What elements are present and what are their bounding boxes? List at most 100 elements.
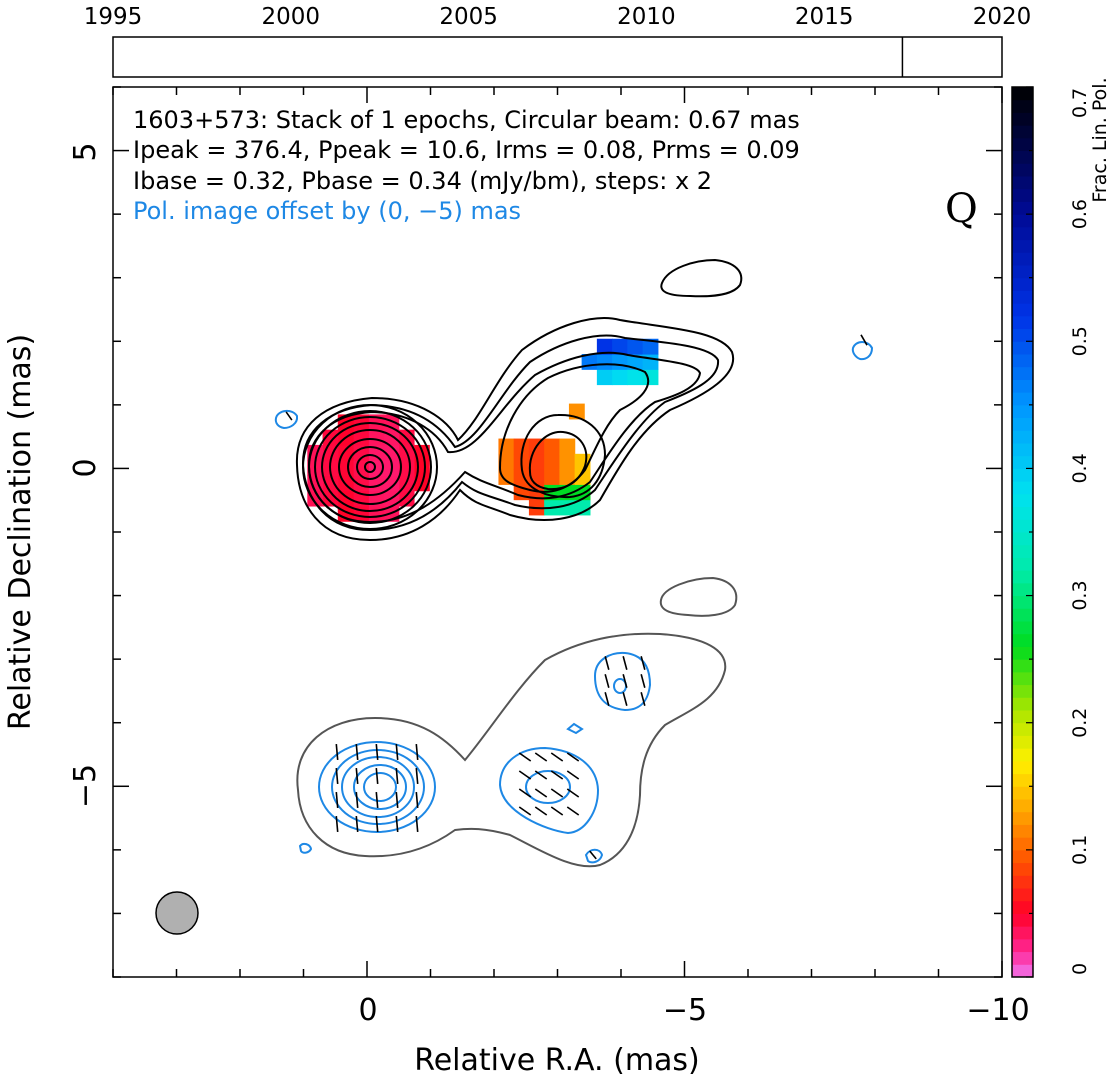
frac-pol-pixel	[544, 438, 561, 455]
evpa-tick	[415, 767, 419, 785]
frac-pol-pixel	[559, 499, 576, 516]
colorbar-cell	[1012, 87, 1033, 101]
frac-pol-pixel	[383, 444, 400, 461]
colorbar-cell	[1012, 493, 1033, 508]
timeline-year-2000: 2000	[262, 4, 321, 30]
pol-contour-spot-3	[298, 842, 313, 854]
colorbar-cell	[1012, 506, 1033, 520]
evpa-tick	[375, 767, 379, 785]
evpa-tick	[355, 767, 359, 785]
colorbar-cell	[1012, 252, 1033, 266]
frac-pol-pixel	[596, 354, 613, 370]
evpa-tick	[604, 656, 610, 670]
frac-pol-pixel	[544, 453, 561, 470]
frac-pol-pixel	[559, 438, 576, 455]
frac-pol-pixel	[612, 338, 628, 355]
contour-core-9	[364, 461, 376, 473]
colorbar-cell	[1012, 913, 1033, 927]
pol-contour-outer	[593, 651, 652, 712]
info-line-2: Ipeak = 376.4, Ppeak = 10.6, Irms = 0.08…	[133, 136, 800, 164]
colorbar-cell	[1012, 532, 1033, 546]
contour-envelope-2	[301, 334, 720, 532]
colorbar-cell	[1012, 519, 1033, 533]
evpa-tick	[518, 752, 532, 762]
colorbar-cell	[1012, 799, 1033, 813]
colorbar-cell	[1012, 455, 1033, 469]
colorbar-cell	[1012, 430, 1033, 444]
contour-jet-2	[520, 413, 607, 499]
evpa-tick	[335, 791, 339, 809]
frac-pol-pixel	[513, 438, 530, 455]
colorbar-gradient	[1012, 87, 1033, 978]
colorbar-cell	[1012, 608, 1033, 622]
colorbar-cell	[1012, 341, 1033, 355]
evpa-tick	[415, 815, 419, 833]
pol-contour-spot-5	[584, 848, 604, 864]
colorbar-cell	[1012, 735, 1033, 749]
colorbar-cell	[1012, 265, 1033, 279]
colorbar-cell	[1012, 697, 1033, 711]
evpa-tick	[395, 791, 399, 809]
timeline-year-2020: 2020	[973, 4, 1032, 30]
x-tick-label-0: 0	[358, 993, 377, 1028]
evpa-tick	[395, 743, 399, 761]
colorbar-cell	[1012, 811, 1033, 825]
frac-pol-pixel	[559, 469, 576, 485]
colorbar-cell	[1012, 748, 1033, 762]
evpa-tick	[604, 692, 610, 706]
colorbar-cell	[1012, 188, 1033, 202]
evpa-tick	[550, 806, 564, 816]
beam-ellipse	[155, 891, 199, 935]
evpa-tick	[395, 767, 399, 785]
frac-pol-pixel	[322, 429, 339, 446]
pol-contour-core-4	[353, 764, 407, 810]
evpa-tick	[566, 788, 580, 798]
frac-pol-pixel	[413, 460, 430, 477]
evpa-tick	[518, 806, 532, 816]
pol-contour-spot-2	[851, 341, 874, 361]
timeline: 1995 2000 2005 2010 2015 2020	[84, 4, 1032, 78]
evpa-tick	[285, 411, 293, 421]
evpa-tick	[415, 791, 419, 809]
evpa-tick	[335, 743, 339, 761]
colorbar-cell	[1012, 112, 1033, 126]
colorbar-tick-label-5: 0.5	[1069, 326, 1091, 356]
evpa-tick	[355, 815, 359, 833]
total-intensity-contours	[295, 258, 743, 542]
timeline-year-2005: 2005	[439, 4, 498, 30]
contour-envelope-1	[295, 317, 735, 542]
colorbar-cell	[1012, 392, 1033, 406]
contour-core-4	[321, 422, 419, 512]
colorbar-cell	[1012, 277, 1033, 291]
colorbar-cell	[1012, 888, 1033, 902]
evpa-tick	[534, 806, 548, 816]
evpa-tick	[355, 791, 359, 809]
contour-core-7	[347, 446, 393, 488]
colorbar-cell	[1012, 354, 1033, 368]
evpa-tick	[622, 656, 628, 670]
frac-pol-pixel	[544, 469, 561, 485]
contour-core-1	[302, 404, 438, 530]
colorbar-cell	[1012, 633, 1033, 647]
frac-pol-pixel	[627, 338, 644, 355]
frac-pol-pixel	[612, 354, 628, 370]
info-line-4-offset-note: Pol. image offset by (0, −5) mas	[133, 197, 521, 225]
map-layer	[155, 258, 874, 935]
frac-pol-pixel	[627, 354, 644, 370]
evpa-tick	[518, 770, 532, 780]
polarization-contours	[274, 341, 874, 864]
colorbar-cell	[1012, 786, 1033, 800]
colorbar-cell	[1012, 303, 1033, 317]
contour-core-2	[308, 410, 432, 524]
colorbar-cell	[1012, 366, 1033, 380]
colorbar-cell	[1012, 938, 1033, 953]
colorbar-label: Frac. Lin. Pol.	[1089, 77, 1111, 202]
contour-core-6	[338, 438, 402, 496]
colorbar-cell	[1012, 710, 1033, 724]
timeline-year-2010: 2010	[617, 4, 676, 30]
frac-pol-pixel	[498, 453, 515, 470]
pol-base-contour-main	[296, 632, 727, 868]
evpa-tick	[566, 806, 580, 816]
evpa-tick	[604, 674, 610, 688]
